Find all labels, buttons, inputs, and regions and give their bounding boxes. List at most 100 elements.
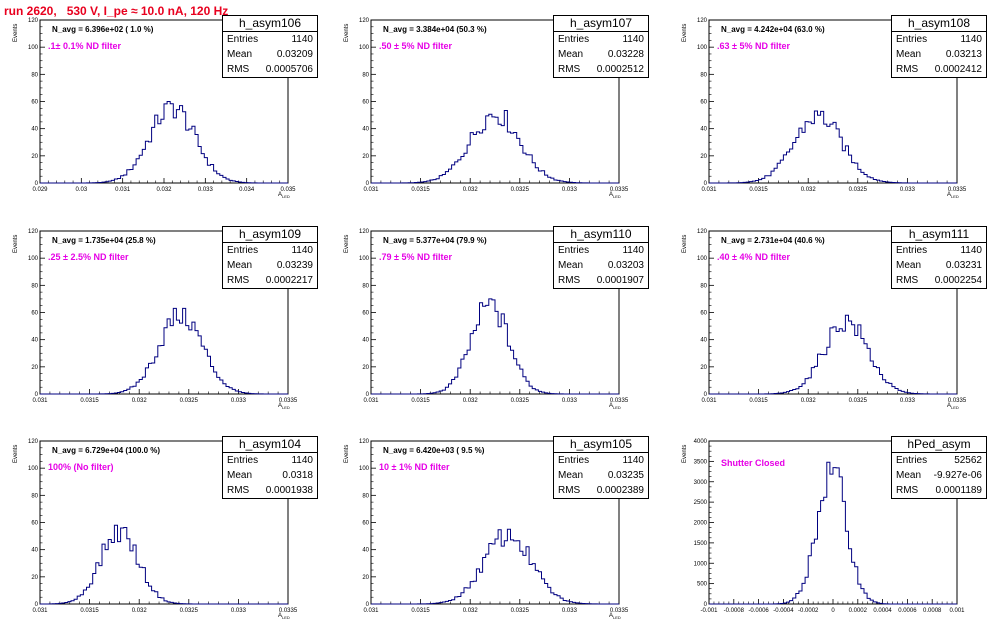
histogram-name: h_asym110 xyxy=(554,227,648,243)
stats-box: h_asym109 Entries 1140 Mean 0.03239 RMS 0.0002… xyxy=(222,226,318,289)
stats-value: 0.03228 xyxy=(607,49,644,60)
stats-key: RMS xyxy=(227,64,250,75)
x-tick-label: 0.0002 xyxy=(849,608,868,614)
x-axis-label: ALED xyxy=(278,403,290,411)
stats-row-rms: RMS 0.0005706 xyxy=(223,62,317,77)
stats-key: Entries xyxy=(558,455,590,466)
stats-key: Entries xyxy=(558,34,590,45)
y-tick-label: 100 xyxy=(28,45,39,51)
y-axis-label: Events xyxy=(13,234,19,253)
y-axis-label: Events xyxy=(344,23,350,42)
stats-value: 0.03213 xyxy=(945,49,982,60)
x-tick-label: 0.031 xyxy=(701,398,717,404)
x-tick-label: -0.0002 xyxy=(798,608,819,614)
stats-key: RMS xyxy=(227,485,250,496)
histogram-series xyxy=(40,307,288,395)
stats-row-entries: Entries 1140 xyxy=(223,243,317,258)
filter-annotation: .1± 0.1% ND filter xyxy=(48,41,121,51)
y-tick-label: 0 xyxy=(704,181,708,187)
histogram-plot: 0.031 0.0315 0.032 0.0325 0.033 0.0335 0 20 40 60… xyxy=(359,439,629,614)
stats-key: Mean xyxy=(558,470,584,481)
n-avg-label: N_avg = 4.242e+04 (63.0 %) xyxy=(721,25,825,34)
x-tick-label: 0.032 xyxy=(132,608,148,614)
y-tick-label: 60 xyxy=(700,100,707,106)
y-tick-label: 2500 xyxy=(694,500,708,506)
stats-row-mean: Mean 0.03228 xyxy=(554,47,648,62)
stats-key: RMS xyxy=(896,275,919,286)
stats-key: RMS xyxy=(558,275,581,286)
x-tick-label: 0.0335 xyxy=(948,398,967,404)
histogram-plot: 0.031 0.0315 0.032 0.0325 0.033 0.0335 0 20 40 60… xyxy=(359,18,629,193)
stats-row-mean: Mean 0.03203 xyxy=(554,258,648,273)
y-tick-label: 3000 xyxy=(694,480,708,486)
stats-key: Mean xyxy=(227,260,253,271)
x-tick-label: 0.033 xyxy=(198,187,214,193)
stats-row-entries: Entries 1140 xyxy=(892,32,986,47)
n-avg-label: N_avg = 6.420e+03 ( 9.5 %) xyxy=(383,446,485,455)
x-tick-label: 0.034 xyxy=(239,187,255,193)
histogram-series xyxy=(40,101,288,184)
x-axis-label: ALED xyxy=(609,403,621,411)
stats-row-rms: RMS 0.0002512 xyxy=(554,62,648,77)
x-tick-label: 0.033 xyxy=(562,398,578,404)
x-tick-label: 0.0335 xyxy=(279,398,298,404)
y-tick-label: 20 xyxy=(31,575,38,581)
x-tick-label: 0.033 xyxy=(562,187,578,193)
stats-box: h_asym110 Entries 1140 Mean 0.03203 RMS 0.0001… xyxy=(553,226,649,289)
stats-key: RMS xyxy=(558,64,581,75)
stats-value: 0.0002254 xyxy=(934,275,982,286)
stats-value: 0.0005706 xyxy=(265,64,313,75)
stats-value: 1140 xyxy=(960,34,982,45)
y-tick-label: 80 xyxy=(362,72,369,78)
stats-row-rms: RMS 0.0001907 xyxy=(554,273,648,288)
x-tick-label: 0 xyxy=(831,608,835,614)
stats-key: RMS xyxy=(896,485,919,496)
x-tick-label: 0.0008 xyxy=(923,608,942,614)
stats-key: Mean xyxy=(896,49,922,60)
y-tick-label: 60 xyxy=(362,311,369,317)
stats-row-mean: Mean -9.927e-06 xyxy=(892,468,986,483)
x-tick-label: 0.032 xyxy=(463,398,479,404)
histogram-name: h_asym109 xyxy=(223,227,317,243)
stats-value: 0.03235 xyxy=(607,470,644,481)
stats-row-rms: RMS 0.0002412 xyxy=(892,62,986,77)
x-tick-label: 0.0335 xyxy=(610,398,629,404)
filter-annotation: .25 ± 2.5% ND filter xyxy=(48,252,129,262)
x-tick-label: -0.0008 xyxy=(724,608,745,614)
y-axis-label: Events xyxy=(344,444,350,463)
stats-row-entries: Entries 1140 xyxy=(554,32,648,47)
x-tick-label: 0.0315 xyxy=(749,187,768,193)
y-tick-label: 0 xyxy=(366,602,370,608)
stats-value: 1140 xyxy=(291,34,313,45)
stats-box: h_asym111 Entries 1140 Mean 0.03231 RMS 0.0002… xyxy=(891,226,987,289)
y-tick-label: 20 xyxy=(31,365,38,371)
x-tick-label: 0.0325 xyxy=(511,187,530,193)
x-tick-label: 0.035 xyxy=(280,187,296,193)
stats-key: Entries xyxy=(558,245,590,256)
stats-row-rms: RMS 0.0001189 xyxy=(892,483,986,498)
histogram-panel: 0.031 0.0315 0.032 0.0325 0.033 0.0335 0 20 40 60… xyxy=(13,226,318,410)
histogram-panel: 0.031 0.0315 0.032 0.0325 0.033 0.0335 0 20 40 60… xyxy=(682,226,987,410)
y-tick-label: 40 xyxy=(362,548,369,554)
y-tick-label: 500 xyxy=(697,582,708,588)
y-tick-label: 20 xyxy=(700,365,707,371)
y-tick-label: 120 xyxy=(28,439,39,445)
y-axis-label: Events xyxy=(344,234,350,253)
y-axis-label: Events xyxy=(13,444,19,463)
histogram-panel: 0.031 0.0315 0.032 0.0325 0.033 0.0335 0 20 40 60… xyxy=(344,436,649,620)
stats-value: 0.0002412 xyxy=(934,64,982,75)
x-axis-label: ALED xyxy=(947,403,959,411)
histogram-plot: 0.031 0.0315 0.032 0.0325 0.033 0.0335 0 20 40 60… xyxy=(28,439,298,614)
stats-key: Entries xyxy=(896,455,928,466)
stats-value: 1140 xyxy=(291,245,313,256)
y-tick-label: 60 xyxy=(31,521,38,527)
histogram-series xyxy=(709,110,957,184)
stats-value: 1140 xyxy=(291,455,313,466)
y-tick-label: 40 xyxy=(700,127,707,133)
n-avg-label: N_avg = 5.377e+04 (79.9 %) xyxy=(383,236,487,245)
histogram-name: h_asym108 xyxy=(892,16,986,32)
stats-value: 0.0002217 xyxy=(265,275,313,286)
y-tick-label: 120 xyxy=(28,229,39,235)
histogram-plot: -0.001 -0.0008 -0.0006 -0.0004 -0.0002 0 0.000… xyxy=(694,439,966,614)
y-tick-label: 0 xyxy=(366,392,370,398)
